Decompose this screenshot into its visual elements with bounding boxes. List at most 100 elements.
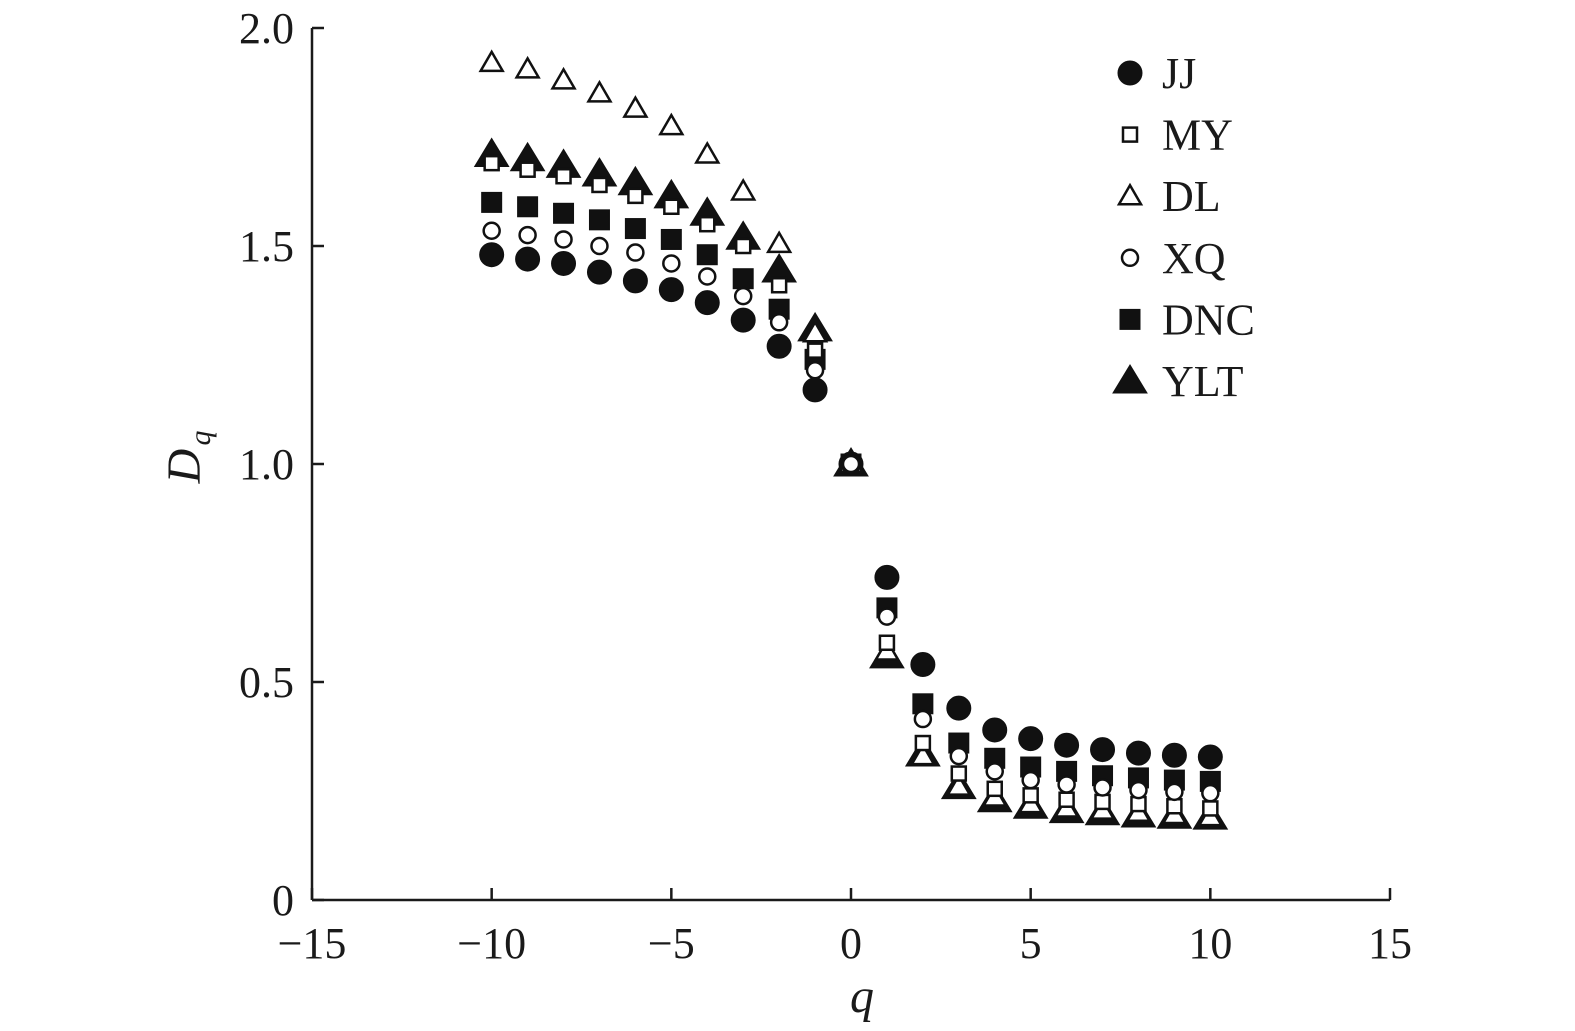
point-my (770, 276, 788, 294)
legend-marker-xq (1120, 248, 1140, 268)
point-my (986, 780, 1003, 798)
x-axis-title: q (850, 970, 874, 1023)
y-tick-label: 0.5 (239, 658, 294, 707)
point-dl (909, 742, 937, 766)
point-xq (1165, 782, 1184, 802)
legend-item-my: MY (1121, 111, 1233, 160)
x-tick-label: 5 (1020, 919, 1042, 968)
point-dnc (588, 209, 610, 231)
point-xq (626, 243, 645, 262)
legend-item-jj: JJ (1117, 49, 1196, 98)
point-jj (658, 277, 684, 303)
point-my (591, 176, 608, 194)
point-my (1058, 791, 1075, 808)
legend-marker-my (1121, 126, 1139, 143)
point-jj (694, 290, 720, 316)
point-xq (1021, 770, 1040, 790)
legend-label: DL (1162, 172, 1221, 221)
point-jj (910, 652, 936, 678)
point-my (1094, 793, 1111, 811)
point-jj (1125, 740, 1151, 766)
point-xq (733, 286, 753, 306)
point-jj (1197, 744, 1223, 770)
point-xq (554, 230, 573, 249)
point-my (483, 154, 500, 172)
y-tick-label: 2.0 (239, 4, 294, 53)
point-dl (801, 319, 829, 343)
axes: −15 −10 −5 0 5 10 15 0 0.5 1.0 1.5 2.0 (239, 4, 1412, 968)
y-axis-title: D q (158, 431, 217, 485)
x-tick-label: −5 (648, 919, 695, 968)
point-my (734, 237, 752, 255)
legend-marker-dnc (1119, 308, 1141, 330)
y-axis-title-sub: q (184, 431, 217, 446)
data-points (473, 49, 1229, 830)
legend: JJ MY DL XQ DNC YLT (1112, 49, 1255, 406)
point-dnc (553, 202, 575, 224)
point-my (1202, 800, 1219, 817)
point-xq (949, 746, 969, 766)
legend-marker-dl (1116, 182, 1144, 206)
y-tick-label: 0 (272, 876, 294, 925)
point-my (914, 734, 932, 752)
point-dnc (517, 196, 539, 218)
point-jj (551, 250, 577, 276)
point-jj (874, 564, 900, 590)
legend-marker-jj (1117, 60, 1143, 86)
point-dl (478, 49, 505, 73)
point-xq (1093, 778, 1112, 797)
point-xq (1201, 783, 1220, 803)
point-xq (985, 762, 1004, 781)
point-xq (841, 454, 861, 474)
y-axis-title-main: D (158, 449, 211, 485)
point-my (806, 342, 824, 359)
point-jj (766, 333, 792, 359)
point-my (627, 187, 644, 205)
legend-label: DNC (1162, 295, 1255, 344)
point-xq (913, 709, 933, 729)
series-jj (479, 242, 1223, 770)
legend-item-dnc: DNC (1119, 295, 1255, 344)
point-dnc (696, 244, 718, 266)
legend-label: MY (1162, 111, 1233, 160)
point-jj (1054, 732, 1080, 758)
x-tick-label: −10 (457, 919, 526, 968)
point-dnc (660, 228, 682, 250)
point-my (950, 765, 968, 782)
point-xq (590, 236, 609, 256)
point-my (663, 198, 680, 216)
point-xq (1057, 775, 1076, 794)
point-xq (662, 254, 681, 273)
series-my (483, 154, 1219, 817)
point-xq (518, 225, 537, 245)
point-my (1022, 787, 1039, 804)
point-jj (730, 307, 756, 333)
point-dl (586, 79, 613, 103)
point-my (878, 634, 896, 652)
point-my (1166, 798, 1183, 815)
series-ylt (473, 137, 1229, 830)
point-xq (877, 607, 897, 626)
legend-marker-ylt (1112, 364, 1148, 394)
point-xq (769, 313, 789, 332)
legend-label: XQ (1162, 234, 1226, 283)
point-dnc (481, 191, 503, 213)
point-dl (550, 66, 577, 90)
point-xq (1129, 780, 1148, 800)
legend-item-xq: XQ (1120, 234, 1226, 283)
point-jj (1090, 737, 1116, 763)
point-dl (658, 112, 685, 136)
y-tick-label: 1.0 (239, 440, 294, 489)
x-tick-label: 0 (840, 919, 862, 968)
point-jj (1161, 742, 1187, 768)
point-my (555, 167, 572, 185)
point-jj (802, 377, 828, 403)
point-dnc (624, 218, 646, 240)
legend-item-ylt: YLT (1112, 357, 1244, 406)
point-dl (514, 55, 541, 79)
point-jj (586, 259, 612, 285)
point-jj (982, 717, 1008, 743)
point-xq (698, 267, 717, 286)
series-xq (482, 221, 1220, 803)
